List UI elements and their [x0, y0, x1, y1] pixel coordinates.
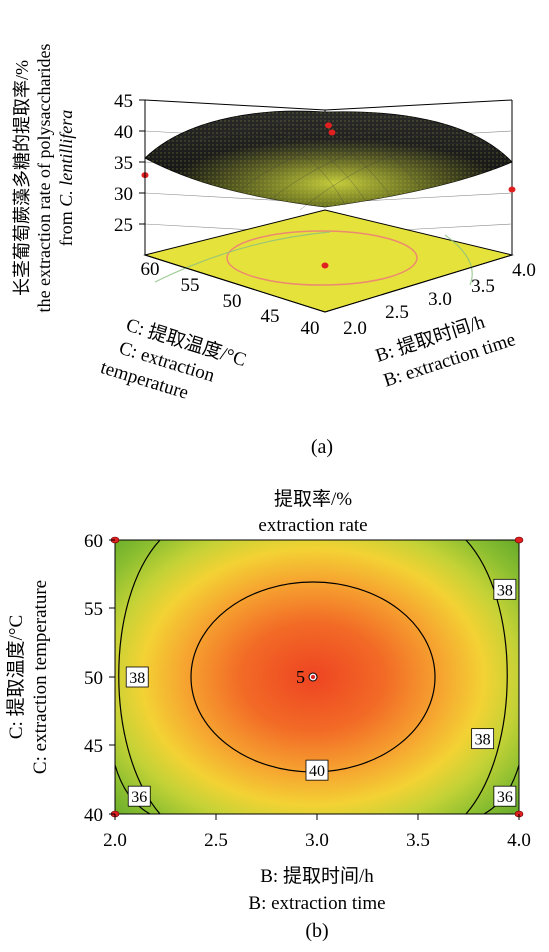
design-point — [328, 129, 336, 136]
contour-label-box — [493, 578, 517, 600]
z-tick: 25 — [114, 215, 133, 236]
surface-plot: 45 40 35 30 25 长茎葡萄蕨藻多糖的提取率/% the extrac… — [12, 44, 536, 458]
x-tick: 3.5 — [471, 276, 495, 297]
design-point — [325, 122, 332, 129]
contour-label-box — [127, 785, 151, 807]
x-tick: 3.0 — [428, 289, 452, 310]
contour-title-line-2: extraction rate — [258, 515, 367, 536]
y-tick: 40 — [84, 805, 103, 826]
x-axis: 2.0 2.5 3.0 3.5 4.0 B: 提取时间/h B: extract… — [103, 814, 531, 914]
center-point: 5 — [296, 667, 318, 687]
y-axis-label-line-2: C: extraction temperature — [30, 580, 51, 774]
y-tick: 45 — [261, 306, 280, 327]
x-tick: 2.5 — [204, 830, 228, 851]
contour-label: 38 — [129, 670, 145, 687]
contour-label: 40 — [309, 763, 325, 780]
z-tick: 40 — [114, 122, 133, 143]
y-axis-ticks: 60 55 50 45 40 — [141, 259, 320, 339]
y-tick: 60 — [84, 531, 103, 552]
y-tick: 60 — [141, 259, 160, 280]
contour-label-box — [125, 666, 149, 688]
x-axis-label-line-1: B: 提取时间/h — [260, 865, 374, 887]
x-tick: 3.5 — [406, 830, 430, 851]
z-label-line-3: from C. lentillifera — [56, 110, 76, 247]
z-label-line-1: 长茎葡萄蕨藻多糖的提取率/% — [12, 60, 32, 296]
design-point — [508, 186, 516, 193]
x-tick: 2.5 — [385, 302, 409, 323]
response-surface — [144, 110, 513, 211]
x-axis-label-line-2: B: extraction time — [248, 893, 385, 914]
contour-label-box — [493, 785, 517, 807]
x-tick: 2.0 — [343, 318, 367, 339]
x-axis-ticks: 2.0 2.5 3.0 3.5 4.0 — [343, 260, 536, 339]
design-point — [321, 262, 329, 269]
z-tick: 30 — [114, 184, 133, 205]
contour-label: 38 — [497, 582, 513, 599]
y-axis: 60 55 50 45 40 C: 提取温度/°C C: extraction … — [5, 531, 115, 826]
y-tick: 50 — [223, 291, 242, 312]
z-axis: 45 40 35 30 25 — [114, 91, 146, 255]
x-tick: 2.0 — [103, 830, 127, 851]
contour-labels: 38 38 38 40 36 36 — [125, 578, 517, 807]
contour-38-right — [465, 539, 508, 815]
z-label-line-2: the extraction rate of polysaccharides — [34, 44, 54, 313]
y-tick: 55 — [84, 599, 103, 620]
y-tick: 55 — [181, 275, 200, 296]
y-axis-label: C: 提取温度/°C C: extraction temperature — [98, 314, 249, 404]
contour-label-box — [471, 728, 495, 750]
contour-label: 38 — [475, 732, 491, 749]
contour-title-line-1: 提取率/% — [274, 488, 352, 510]
z-label-species: C. lentillifera — [56, 110, 76, 207]
x-tick: 4.0 — [512, 260, 536, 281]
contour-plot: 提取率/% extraction rate 38 38 38 40 36 36 5 2.0… — [5, 488, 531, 942]
contour-label-box — [305, 759, 329, 781]
panel-label-b: (b) — [305, 920, 328, 942]
z-tick: 35 — [114, 153, 133, 174]
panel-label-a: (a) — [311, 436, 333, 458]
z-label-from: from — [56, 207, 76, 247]
contour-label: 36 — [131, 789, 147, 806]
y-tick: 40 — [301, 318, 320, 339]
y-axis-label-line-1: C: 提取温度/°C — [5, 615, 27, 739]
contour-label: 36 — [497, 789, 513, 806]
y-tick: 50 — [84, 668, 103, 689]
floor-contour-map — [143, 209, 514, 313]
y-tick: 45 — [84, 736, 103, 757]
contour-38-left — [118, 539, 161, 815]
x-tick: 3.0 — [305, 830, 329, 851]
x-tick: 4.0 — [507, 830, 531, 851]
center-point-label: 5 — [296, 667, 305, 687]
z-tick: 45 — [114, 91, 133, 112]
z-axis-label: 长茎葡萄蕨藻多糖的提取率/% the extraction rate of po… — [12, 44, 76, 313]
design-point — [514, 536, 524, 544]
